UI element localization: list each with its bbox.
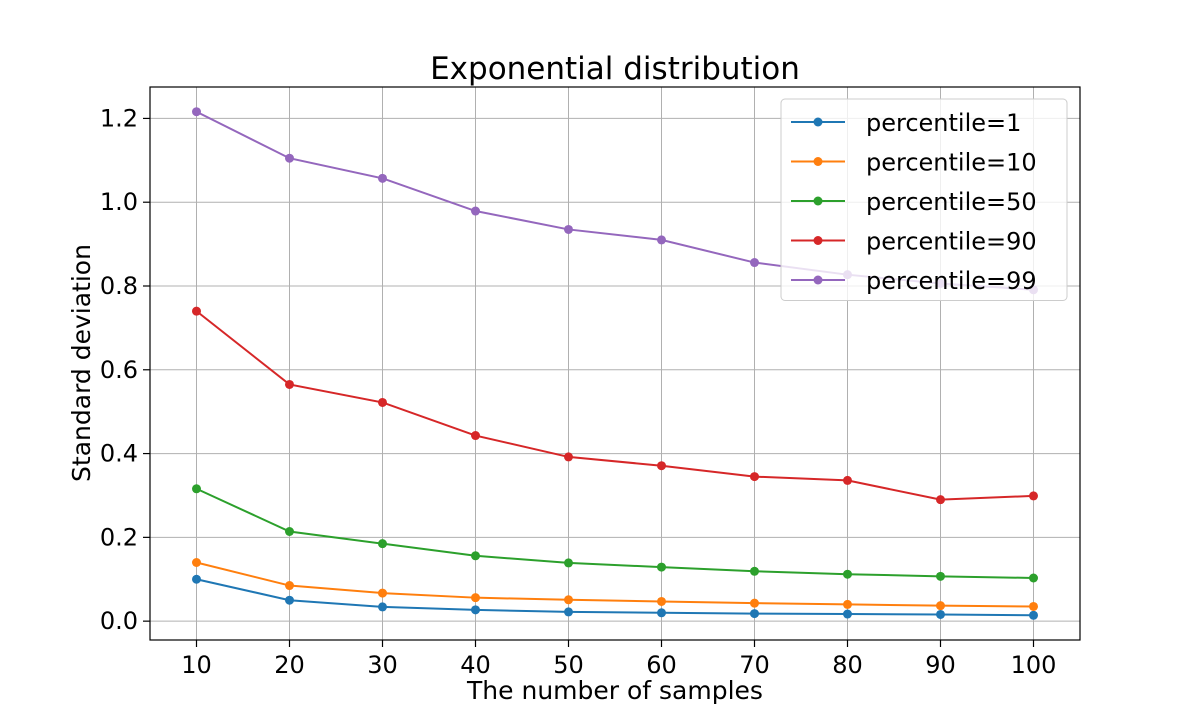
series-percentile-10 bbox=[192, 557, 1038, 611]
data-point bbox=[192, 306, 201, 316]
legend-swatch-marker bbox=[813, 117, 823, 127]
x-tick-label: 90 bbox=[925, 651, 956, 679]
data-point bbox=[1029, 573, 1038, 583]
legend-label: percentile=10 bbox=[866, 149, 1037, 177]
x-axis-ticks: 10 20 30 40 50 60 70 80 90 100 bbox=[181, 640, 1056, 679]
x-tick-label: 40 bbox=[460, 651, 491, 679]
data-point bbox=[285, 581, 294, 591]
data-point bbox=[192, 574, 201, 584]
y-tick-label: 0.8 bbox=[100, 272, 138, 300]
data-point bbox=[192, 107, 201, 117]
data-point bbox=[564, 595, 573, 605]
data-point bbox=[564, 224, 573, 234]
legend-swatch-marker bbox=[813, 275, 823, 285]
x-axis-label: The number of samples bbox=[466, 676, 763, 705]
data-point bbox=[192, 557, 201, 567]
data-point bbox=[471, 551, 480, 561]
data-point bbox=[285, 526, 294, 536]
data-point bbox=[564, 558, 573, 568]
y-tick-label: 1.0 bbox=[100, 188, 138, 216]
series-percentile-50 bbox=[192, 484, 1038, 583]
x-tick-label: 10 bbox=[181, 651, 212, 679]
chart-title: Exponential distribution bbox=[430, 51, 800, 87]
x-tick-label: 30 bbox=[367, 651, 398, 679]
legend-entry: percentile=50 bbox=[791, 188, 1037, 216]
data-point bbox=[471, 206, 480, 216]
data-point bbox=[285, 379, 294, 389]
data-point bbox=[936, 609, 945, 619]
data-point bbox=[750, 258, 759, 268]
data-point bbox=[1029, 601, 1038, 611]
x-tick-label: 100 bbox=[1011, 651, 1057, 679]
legend-entry: percentile=1 bbox=[791, 109, 1021, 137]
data-point bbox=[564, 607, 573, 617]
data-point bbox=[378, 588, 387, 598]
x-tick-label: 20 bbox=[274, 651, 305, 679]
y-tick-label: 0.2 bbox=[100, 523, 138, 551]
data-point bbox=[564, 452, 573, 462]
data-point bbox=[936, 601, 945, 611]
data-point bbox=[750, 598, 759, 608]
legend-label: percentile=50 bbox=[866, 188, 1037, 216]
x-tick-label: 60 bbox=[646, 651, 677, 679]
y-tick-label: 0.6 bbox=[100, 356, 138, 384]
data-point bbox=[471, 431, 480, 441]
data-point bbox=[378, 173, 387, 183]
data-point bbox=[657, 235, 666, 245]
data-point bbox=[936, 495, 945, 505]
series-line bbox=[196, 487, 1034, 579]
data-point bbox=[192, 484, 201, 494]
y-axis-ticks: 0.0 0.2 0.4 0.6 0.8 1.0 1.2 bbox=[100, 104, 150, 635]
data-point bbox=[471, 605, 480, 615]
legend-entry: percentile=99 bbox=[791, 267, 1037, 295]
series-line bbox=[195, 310, 1034, 501]
data-point bbox=[936, 571, 945, 581]
series-line bbox=[196, 561, 1034, 608]
data-point bbox=[750, 566, 759, 576]
y-tick-label: 1.2 bbox=[100, 104, 138, 132]
legend-entry: percentile=90 bbox=[791, 228, 1037, 256]
legend-label: percentile=1 bbox=[866, 109, 1021, 137]
x-tick-label: 50 bbox=[553, 651, 584, 679]
plot-frame bbox=[149, 86, 1081, 641]
data-point bbox=[378, 539, 387, 549]
data-point bbox=[285, 595, 294, 605]
data-point bbox=[471, 593, 480, 603]
legend-swatch-marker bbox=[813, 236, 823, 245]
y-axis-label: Standard deviation bbox=[67, 244, 96, 482]
data-point bbox=[1029, 610, 1038, 620]
legend-box bbox=[780, 98, 1068, 301]
data-point bbox=[843, 569, 852, 579]
legend-swatch-marker bbox=[813, 157, 823, 166]
data-point bbox=[750, 609, 759, 619]
series-percentile-1 bbox=[192, 574, 1038, 620]
series-percentile-90 bbox=[192, 306, 1038, 505]
data-point bbox=[843, 599, 852, 609]
data-point bbox=[378, 602, 387, 612]
data-point bbox=[285, 153, 294, 163]
series-line bbox=[196, 578, 1034, 617]
legend: percentile=1 percentile=10 percentile=50 pe… bbox=[780, 98, 1068, 301]
data-point bbox=[750, 472, 759, 482]
data-point bbox=[657, 608, 666, 618]
x-tick-label: 80 bbox=[832, 651, 863, 679]
data-point bbox=[657, 562, 666, 572]
legend-entry: percentile=10 bbox=[791, 149, 1037, 177]
legend-label: percentile=99 bbox=[866, 267, 1037, 295]
y-tick-label: 0.0 bbox=[100, 607, 138, 635]
data-point bbox=[1029, 491, 1038, 501]
data-point bbox=[843, 475, 852, 485]
y-tick-label: 0.4 bbox=[100, 440, 138, 468]
x-tick-label: 70 bbox=[739, 651, 770, 679]
data-point bbox=[378, 397, 387, 407]
data-point bbox=[657, 596, 666, 606]
legend-swatch-marker bbox=[813, 196, 823, 206]
legend-label: percentile=90 bbox=[866, 228, 1037, 256]
data-point bbox=[657, 461, 666, 471]
grid bbox=[150, 87, 1080, 640]
data-point bbox=[843, 609, 852, 619]
